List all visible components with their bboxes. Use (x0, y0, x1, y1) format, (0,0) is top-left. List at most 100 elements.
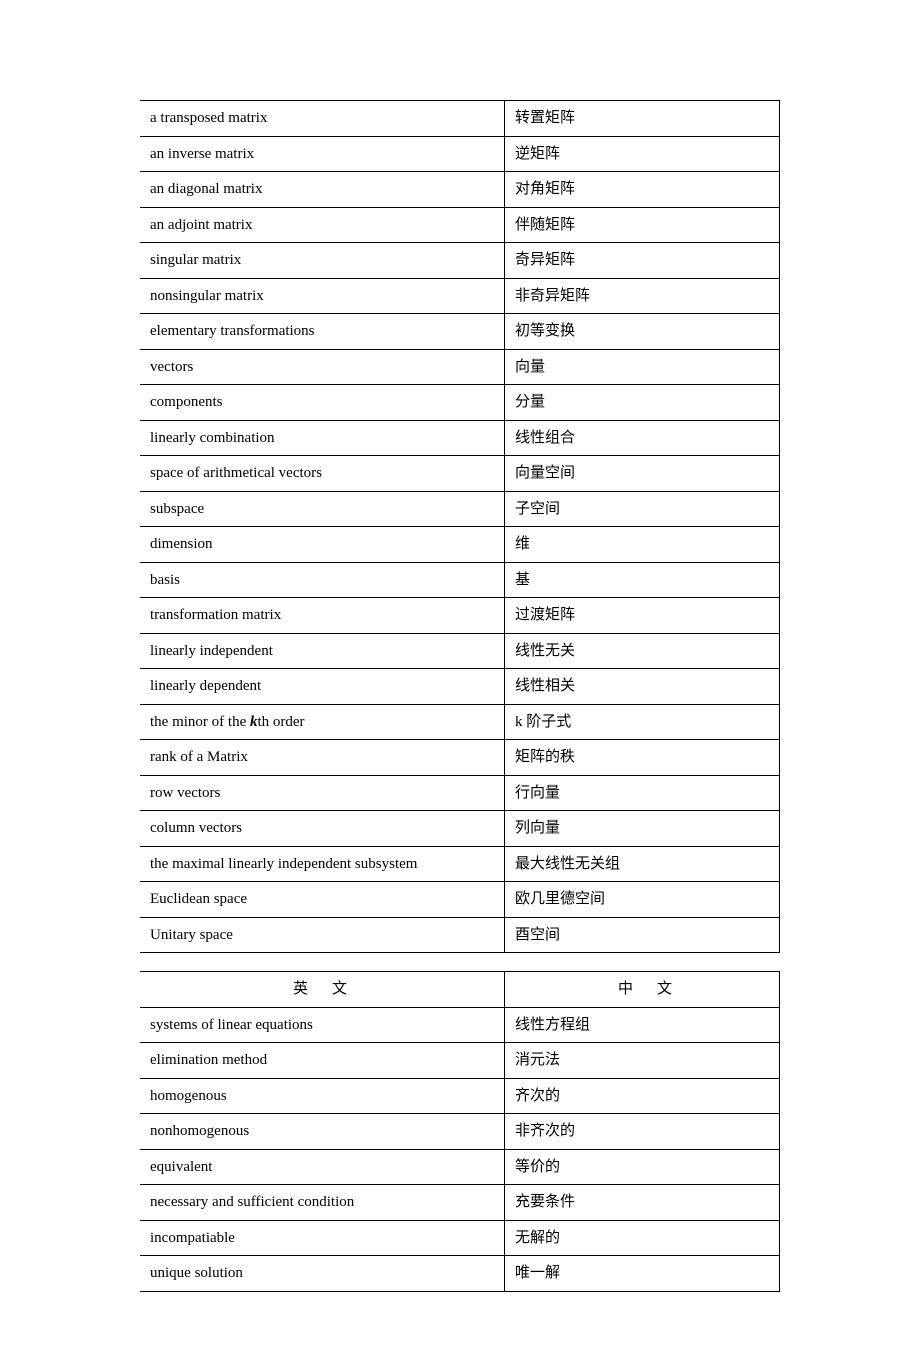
cell-chinese: 列向量 (505, 811, 780, 847)
table-row: dimension维 (140, 527, 780, 563)
cell-chinese: 奇异矩阵 (505, 243, 780, 279)
cell-english: homogenous (140, 1078, 505, 1114)
cell-english: singular matrix (140, 243, 505, 279)
cell-chinese: 对角矩阵 (505, 172, 780, 208)
table-row: row vectors行向量 (140, 775, 780, 811)
table-row: Unitary space酉空间 (140, 917, 780, 953)
vocabulary-table-2: 英文 中文 systems of linear equations线性方程组el… (140, 971, 780, 1292)
cell-chinese: 线性相关 (505, 669, 780, 705)
cell-chinese: 非齐次的 (505, 1114, 780, 1150)
cell-english: row vectors (140, 775, 505, 811)
cell-english: linearly independent (140, 633, 505, 669)
cell-english: an inverse matrix (140, 136, 505, 172)
cell-english: the maximal linearly independent subsyst… (140, 846, 505, 882)
cell-chinese: 线性组合 (505, 420, 780, 456)
table-row: the maximal linearly independent subsyst… (140, 846, 780, 882)
cell-english: equivalent (140, 1149, 505, 1185)
table-row: subspace子空间 (140, 491, 780, 527)
cell-english: vectors (140, 349, 505, 385)
cell-chinese: 充要条件 (505, 1185, 780, 1221)
cell-chinese: 基 (505, 562, 780, 598)
vocabulary-table-1: a transposed matrix转置矩阵an inverse matrix… (140, 100, 780, 953)
cell-english: necessary and sufficient condition (140, 1185, 505, 1221)
cell-english: Unitary space (140, 917, 505, 953)
cell-chinese: 酉空间 (505, 917, 780, 953)
cell-chinese: 等价的 (505, 1149, 780, 1185)
cell-english: dimension (140, 527, 505, 563)
table-row: linearly independent线性无关 (140, 633, 780, 669)
cell-english: an diagonal matrix (140, 172, 505, 208)
cell-chinese: 转置矩阵 (505, 101, 780, 137)
table-row: a transposed matrix转置矩阵 (140, 101, 780, 137)
cell-english: space of arithmetical vectors (140, 456, 505, 492)
cell-english: unique solution (140, 1256, 505, 1292)
table-row: components分量 (140, 385, 780, 421)
table-row: nonhomogenous非齐次的 (140, 1114, 780, 1150)
cell-chinese: 子空间 (505, 491, 780, 527)
header-chinese: 中文 (505, 972, 780, 1008)
table-row: an diagonal matrix对角矩阵 (140, 172, 780, 208)
table-row: rank of a Matrix矩阵的秩 (140, 740, 780, 776)
cell-chinese: 维 (505, 527, 780, 563)
cell-english: subspace (140, 491, 505, 527)
cell-english: Euclidean space (140, 882, 505, 918)
table-row: transformation matrix过渡矩阵 (140, 598, 780, 634)
table-row: linearly dependent线性相关 (140, 669, 780, 705)
table-row: necessary and sufficient condition充要条件 (140, 1185, 780, 1221)
cell-chinese: 行向量 (505, 775, 780, 811)
cell-chinese: 无解的 (505, 1220, 780, 1256)
table-row: equivalent等价的 (140, 1149, 780, 1185)
cell-chinese: 线性方程组 (505, 1007, 780, 1043)
table-row: an inverse matrix逆矩阵 (140, 136, 780, 172)
table-row: an adjoint matrix伴随矩阵 (140, 207, 780, 243)
cell-chinese: 最大线性无关组 (505, 846, 780, 882)
cell-chinese: 伴随矩阵 (505, 207, 780, 243)
table-row: systems of linear equations线性方程组 (140, 1007, 780, 1043)
table-row: unique solution唯一解 (140, 1256, 780, 1292)
cell-chinese: k 阶子式 (505, 704, 780, 740)
cell-english: linearly dependent (140, 669, 505, 705)
cell-english: incompatiable (140, 1220, 505, 1256)
cell-english: nonsingular matrix (140, 278, 505, 314)
table-row: basis基 (140, 562, 780, 598)
cell-chinese: 欧几里德空间 (505, 882, 780, 918)
cell-chinese: 过渡矩阵 (505, 598, 780, 634)
table-row: incompatiable无解的 (140, 1220, 780, 1256)
cell-chinese: 矩阵的秩 (505, 740, 780, 776)
table-row: space of arithmetical vectors向量空间 (140, 456, 780, 492)
table-row: nonsingular matrix非奇异矩阵 (140, 278, 780, 314)
cell-english: nonhomogenous (140, 1114, 505, 1150)
cell-chinese: 向量空间 (505, 456, 780, 492)
cell-english: elementary transformations (140, 314, 505, 350)
table-row: linearly combination线性组合 (140, 420, 780, 456)
cell-chinese: 消元法 (505, 1043, 780, 1079)
header-english: 英文 (140, 972, 505, 1008)
table-row: vectors向量 (140, 349, 780, 385)
cell-english: the minor of the kth order (140, 704, 505, 740)
table-row: elimination method消元法 (140, 1043, 780, 1079)
table-row: singular matrix奇异矩阵 (140, 243, 780, 279)
cell-english: linearly combination (140, 420, 505, 456)
cell-chinese: 唯一解 (505, 1256, 780, 1292)
cell-english: rank of a Matrix (140, 740, 505, 776)
cell-chinese: 线性无关 (505, 633, 780, 669)
table-header-row: 英文 中文 (140, 972, 780, 1008)
cell-english: transformation matrix (140, 598, 505, 634)
cell-chinese: 非奇异矩阵 (505, 278, 780, 314)
table-row: Euclidean space欧几里德空间 (140, 882, 780, 918)
cell-english: an adjoint matrix (140, 207, 505, 243)
cell-chinese: 分量 (505, 385, 780, 421)
cell-english: basis (140, 562, 505, 598)
cell-english: components (140, 385, 505, 421)
cell-english: systems of linear equations (140, 1007, 505, 1043)
table-row: elementary transformations初等变换 (140, 314, 780, 350)
cell-chinese: 向量 (505, 349, 780, 385)
table-row: column vectors列向量 (140, 811, 780, 847)
cell-english: a transposed matrix (140, 101, 505, 137)
cell-english: elimination method (140, 1043, 505, 1079)
table-row: the minor of the kth orderk 阶子式 (140, 704, 780, 740)
table-row: homogenous齐次的 (140, 1078, 780, 1114)
cell-english: column vectors (140, 811, 505, 847)
cell-chinese: 逆矩阵 (505, 136, 780, 172)
cell-chinese: 齐次的 (505, 1078, 780, 1114)
